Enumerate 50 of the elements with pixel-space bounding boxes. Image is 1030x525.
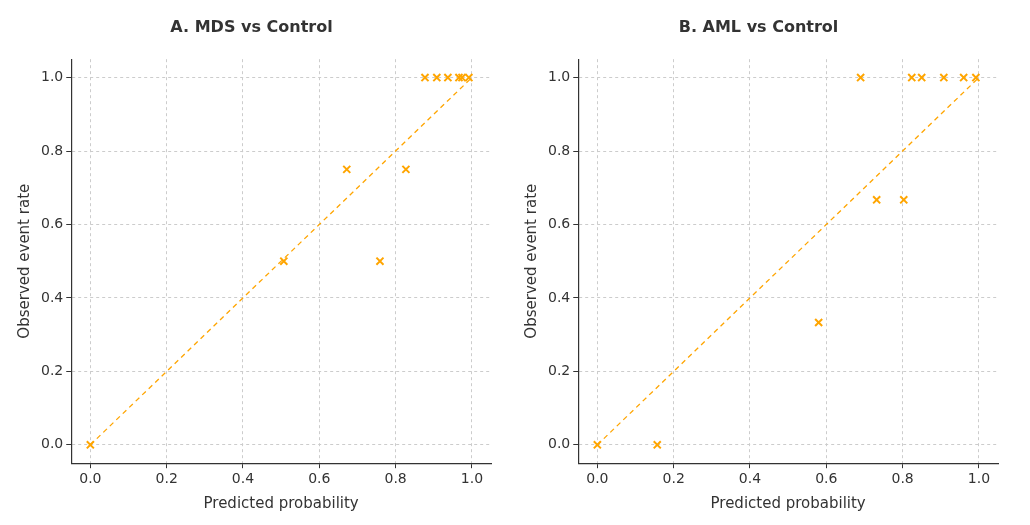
x-axis-title: Predicted probability — [710, 493, 866, 512]
chart-title: A. MDS vs Control — [170, 16, 333, 36]
x-tick-label: 1.0 — [967, 470, 991, 487]
chart-title: B. AML vs Control — [678, 16, 839, 36]
y-tick-label: 0.4 — [41, 288, 64, 305]
y-tick-label: 0.8 — [41, 141, 64, 158]
x-tick-label: 0.4 — [738, 470, 762, 487]
x-tick-label: 1.0 — [460, 470, 484, 487]
point — [432, 73, 442, 83]
y-tick-label: 0.6 — [548, 215, 571, 232]
y-tick-label: 1.0 — [548, 68, 571, 85]
y-tick-label: 0.2 — [548, 362, 571, 379]
x-tick-label: 0.6 — [308, 470, 331, 487]
point — [401, 164, 411, 174]
x-axis-title: Predicted probability — [203, 493, 359, 512]
x-tick-label: 0.2 — [155, 470, 178, 487]
y-tick-label: 0.8 — [548, 141, 571, 158]
point — [342, 164, 352, 174]
x-tick-label: 0.4 — [231, 470, 255, 487]
point — [652, 440, 662, 450]
y-tick-label: 1.0 — [41, 68, 64, 85]
x-tick-label: 0.0 — [586, 470, 609, 487]
point — [279, 256, 289, 266]
point — [939, 73, 949, 83]
x-tick-label: 0.6 — [815, 470, 838, 487]
point — [420, 73, 430, 83]
y-tick-label: 0.0 — [41, 435, 64, 452]
point — [907, 73, 917, 83]
point — [856, 73, 866, 83]
point — [814, 318, 824, 328]
point — [375, 256, 385, 266]
x-tick-label: 0.0 — [79, 470, 102, 487]
y-tick-label: 0.6 — [41, 215, 64, 232]
point — [443, 73, 453, 83]
point — [85, 440, 95, 450]
y-tick-label: 0.2 — [41, 362, 64, 379]
y-tick-label: 0.0 — [548, 435, 571, 452]
point — [971, 73, 981, 83]
x-tick-label: 0.8 — [384, 470, 407, 487]
y-tick-label: 0.4 — [548, 288, 571, 305]
point — [464, 73, 474, 83]
point — [959, 73, 969, 83]
y-axis-title: Observed event rate — [14, 183, 33, 339]
x-tick-label: 0.8 — [891, 470, 914, 487]
point — [592, 440, 602, 450]
point — [917, 73, 927, 83]
point — [872, 195, 882, 205]
y-axis-title: Observed event rate — [521, 183, 540, 339]
point — [899, 195, 909, 205]
x-tick-label: 0.2 — [662, 470, 685, 487]
